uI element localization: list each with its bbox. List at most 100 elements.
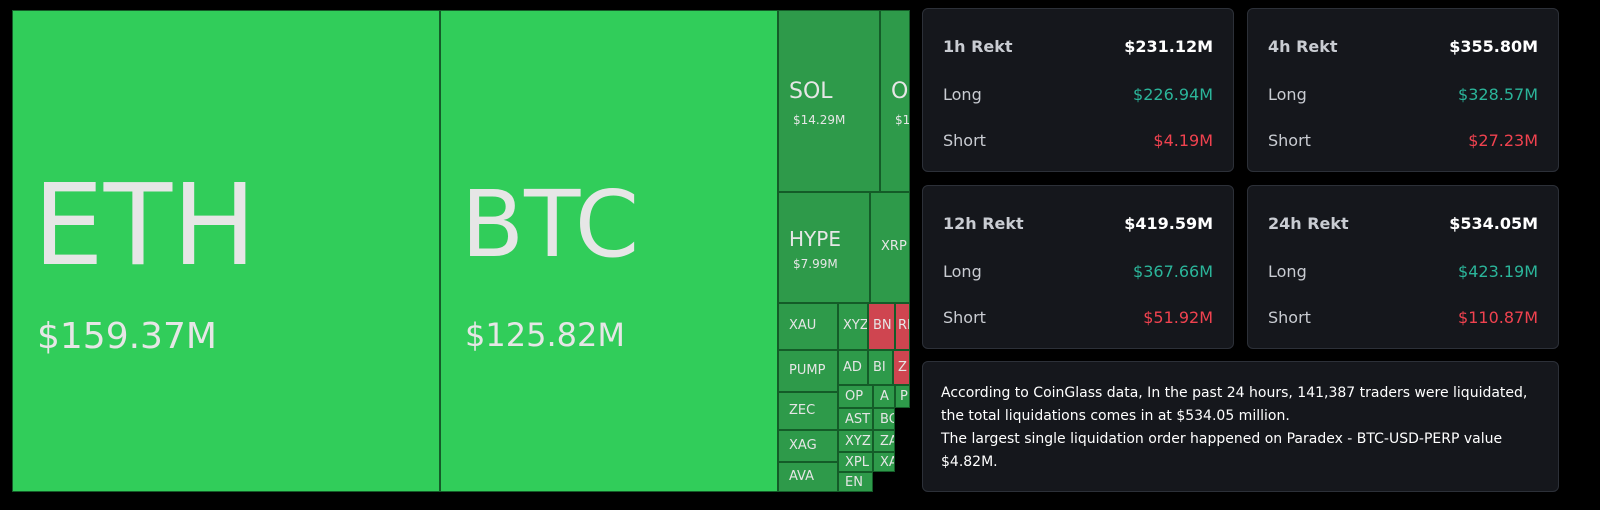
tile-label: ZA [880, 434, 894, 449]
tile-label: XAG [789, 438, 817, 453]
tile: AVA [778, 462, 838, 492]
stat-row: 1h Rekt $231.12M [943, 37, 1213, 56]
summary-text: According to CoinGlass data, In the past… [941, 385, 1528, 424]
stat-label: Long [943, 262, 982, 281]
tile: ZA [873, 430, 895, 452]
tile-label: RI [898, 318, 910, 333]
tile: XAU [778, 303, 838, 350]
stat-value: $328.57M [1458, 85, 1538, 104]
tile: BO [873, 408, 895, 430]
stat-row: 24h Rekt $534.05M [1268, 214, 1538, 233]
stat-row: Long $226.94M [943, 85, 1213, 104]
stat-row: Short $4.19M [943, 131, 1213, 150]
stat-value: $226.94M [1133, 85, 1213, 104]
stat-value: $51.92M [1143, 308, 1213, 327]
stat-value: $27.23M [1468, 131, 1538, 150]
tile: EN [838, 472, 873, 492]
tile: XRP [870, 192, 910, 303]
tile-label: AVA [789, 469, 815, 484]
tile-label: OP [845, 389, 864, 404]
stat-label: Short [943, 308, 986, 327]
tile-label: SOL [789, 79, 833, 104]
tile: XA [873, 452, 895, 472]
tile-label: AD [843, 360, 862, 375]
tile: BI [868, 350, 893, 385]
stat-label: Long [1268, 262, 1307, 281]
tile: ZEC [778, 392, 838, 430]
tile: AST [838, 408, 873, 430]
stat-value: $419.59M [1124, 214, 1213, 233]
stat-label: Short [943, 131, 986, 150]
tile: BTC $125.82M [440, 10, 778, 492]
tile-label: BTC [461, 171, 640, 278]
tile: XAG [778, 430, 838, 462]
tile-label: A [880, 389, 889, 404]
tile-value: $12 [895, 113, 910, 127]
tile-label: O [891, 79, 909, 104]
tile: AD [838, 350, 868, 385]
tile: PUMP [778, 350, 838, 392]
stat-row: Short $27.23M [1268, 131, 1538, 150]
tile-label: XYZ:SIL [843, 318, 868, 333]
stat-label: Long [1268, 85, 1307, 104]
stat-card: 24h Rekt $534.05M Long $423.19M Short $110.87… [1247, 185, 1559, 349]
tile-label: XPL [845, 455, 869, 470]
stat-row: Long $328.57M [1268, 85, 1538, 104]
stat-value: $423.19M [1458, 262, 1538, 281]
tile-label: BN [873, 318, 892, 333]
tile-label: AST [845, 412, 871, 427]
stat-row: Short $110.87M [1268, 308, 1538, 327]
stat-label: 24h Rekt [1268, 214, 1349, 233]
stat-value: $367.66M [1133, 262, 1213, 281]
tile: ETH $159.37M [12, 10, 440, 492]
tile-label: XAU [789, 318, 817, 333]
tile: P [895, 385, 910, 408]
stat-label: 1h Rekt [943, 37, 1013, 56]
tile-label: XA [880, 455, 894, 470]
stat-label: Short [1268, 308, 1311, 327]
tile-label: BO [880, 412, 894, 427]
summary-card: According to CoinGlass data, In the past… [922, 361, 1559, 492]
tile: OP [838, 385, 873, 408]
stat-value: $110.87M [1458, 308, 1538, 327]
tile: A [873, 385, 895, 408]
tile: BN [868, 303, 895, 350]
tile-label: BI [873, 360, 886, 375]
stat-value: $534.05M [1449, 214, 1538, 233]
tile-label: P [900, 389, 908, 404]
stat-label: Short [1268, 131, 1311, 150]
tile-label: HYPE [789, 227, 841, 251]
tile: XYZ [838, 430, 873, 452]
tile-value: $14.29M [793, 113, 846, 127]
stat-label: Long [943, 85, 982, 104]
stat-card: 12h Rekt $419.59M Long $367.66M Short $51.92M [922, 185, 1234, 349]
tile: O $12 [880, 10, 910, 192]
stat-label: 12h Rekt [943, 214, 1024, 233]
tile: Z [893, 350, 910, 385]
stat-card: 1h Rekt $231.12M Long $226.94M Short $4.19M [922, 8, 1234, 172]
tile-label: Z [898, 360, 907, 375]
tile-label: ZEC [789, 403, 816, 418]
tile-label: EN [845, 475, 863, 490]
stat-row: Long $367.66M [943, 262, 1213, 281]
tile-value: $159.37M [37, 316, 217, 357]
stat-row: 4h Rekt $355.80M [1268, 37, 1538, 56]
tile-label: PUMP [789, 363, 826, 378]
tile-value: $125.82M [465, 316, 625, 354]
tile-value: $7.99M [793, 257, 838, 271]
tile: XYZ:SIL [838, 303, 868, 350]
treemap: ETH $159.37M BTC $125.82M SOL $14.29M O $12 HYPE… [12, 10, 910, 492]
tile: HYPE $7.99M [778, 192, 870, 303]
stat-row: Short $51.92M [943, 308, 1213, 327]
tile-label: ETH [33, 161, 257, 291]
summary-text: The largest single liquidation order hap… [941, 431, 1503, 470]
stat-card: 4h Rekt $355.80M Long $328.57M Short $27.23M [1247, 8, 1559, 172]
stat-row: 12h Rekt $419.59M [943, 214, 1213, 233]
tile: XPL [838, 452, 873, 472]
tile-label: XRP [881, 239, 907, 254]
tile-label: XYZ [845, 434, 871, 449]
stat-row: Long $423.19M [1268, 262, 1538, 281]
stat-label: 4h Rekt [1268, 37, 1338, 56]
stat-value: $355.80M [1449, 37, 1538, 56]
